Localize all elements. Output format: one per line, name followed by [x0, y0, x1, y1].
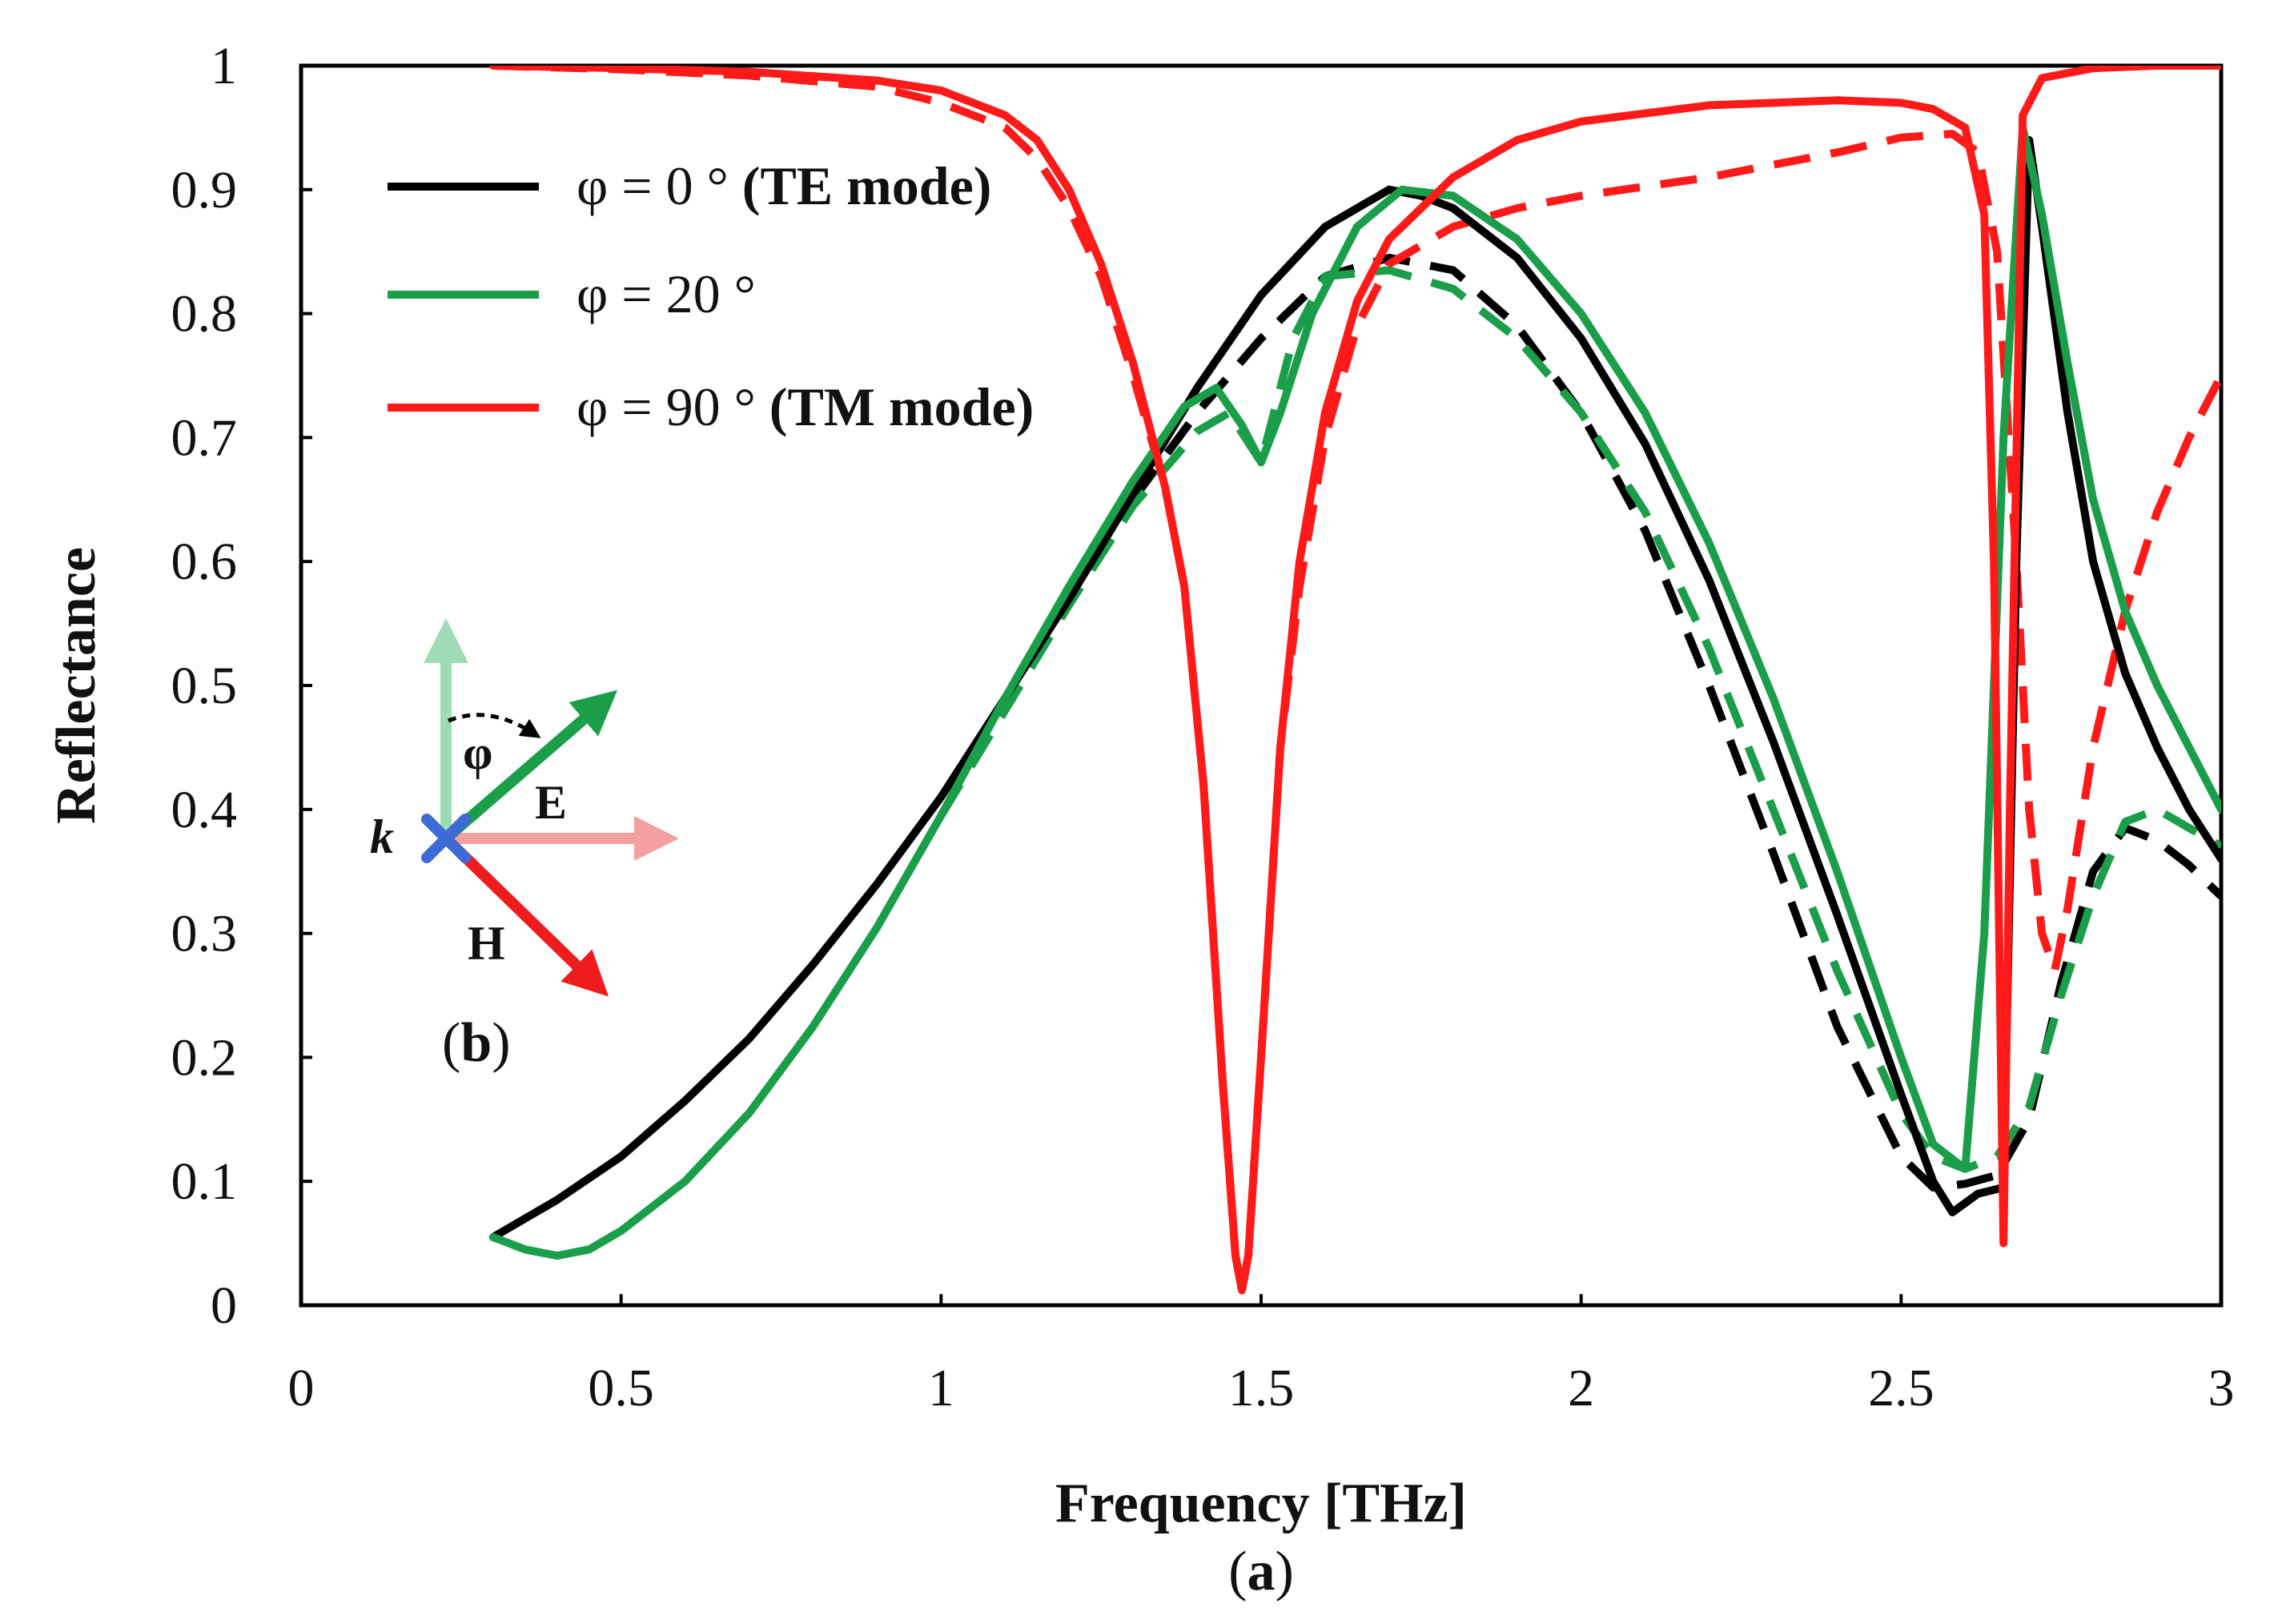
phi-angle-arc [448, 713, 541, 738]
series-line-5-dashed [492, 66, 2221, 1295]
y-tick-label: 0.2 [171, 1028, 238, 1087]
inset-h-label: H [468, 917, 505, 970]
x-axis-title: Frequency [THz] [1055, 1473, 1467, 1534]
y-tick-label: 0.6 [171, 533, 238, 591]
legend-label-phi90: φ = 90 ° (TM mode) [577, 376, 1034, 437]
legend-label-phi0: φ = 0 ° (TE mode) [577, 155, 991, 216]
series-line-2-solid [488, 123, 2221, 1260]
arrow-e-field [442, 689, 618, 843]
series-line-4-solid [488, 66, 2221, 1295]
inset-phi-label: φ [463, 726, 492, 779]
legend: φ = 0 ° (TE mode) φ = 20 ° φ = 90 ° (TM … [388, 155, 1034, 437]
inset-k-label: k [370, 810, 394, 863]
y-tick-label: 0.7 [171, 408, 238, 467]
arrow-h-field [442, 834, 609, 997]
x-tick-label: 2.5 [1868, 1359, 1935, 1417]
panel-label-b: (b) [442, 1012, 511, 1074]
x-tick-label: 3 [2208, 1359, 2235, 1417]
y-tick-label: 0.3 [171, 905, 238, 963]
y-tick-label: 1 [211, 37, 237, 95]
k-vector-cross-icon [421, 814, 471, 863]
x-axis-ticks: 0 0.5 1 1.5 2 2.5 3 [288, 1294, 2235, 1417]
x-tick-label: 1.5 [1228, 1359, 1295, 1417]
y-tick-label: 0.4 [171, 781, 238, 839]
y-tick-label: 0.1 [171, 1152, 238, 1211]
y-tick-label: 0 [211, 1276, 237, 1335]
x-tick-label: 0.5 [588, 1359, 654, 1417]
y-tick-label: 0.9 [171, 161, 238, 219]
series-line-3-dashed [938, 266, 2221, 1173]
inset-e-label: E [535, 776, 567, 829]
series-layer [488, 66, 2221, 1295]
y-axis-ticks: 0 0.1 0.2 0.3 0.4 0.5 0.6 0.7 0.8 0.9 1 [171, 37, 312, 1335]
y-tick-label: 0.5 [171, 657, 238, 715]
legend-label-phi20: φ = 20 ° [577, 263, 756, 324]
series-line-1-dashed [1130, 253, 2221, 1192]
x-tick-label: 2 [1568, 1359, 1594, 1417]
y-tick-label: 0.8 [171, 285, 238, 344]
x-tick-label: 1 [928, 1359, 954, 1417]
y-axis-title: Reflectance [46, 547, 107, 824]
inset-field-diagram: φ E H k (b) [370, 618, 679, 1074]
x-tick-label: 0 [288, 1359, 315, 1417]
panel-label-a: (a) [1228, 1541, 1294, 1602]
